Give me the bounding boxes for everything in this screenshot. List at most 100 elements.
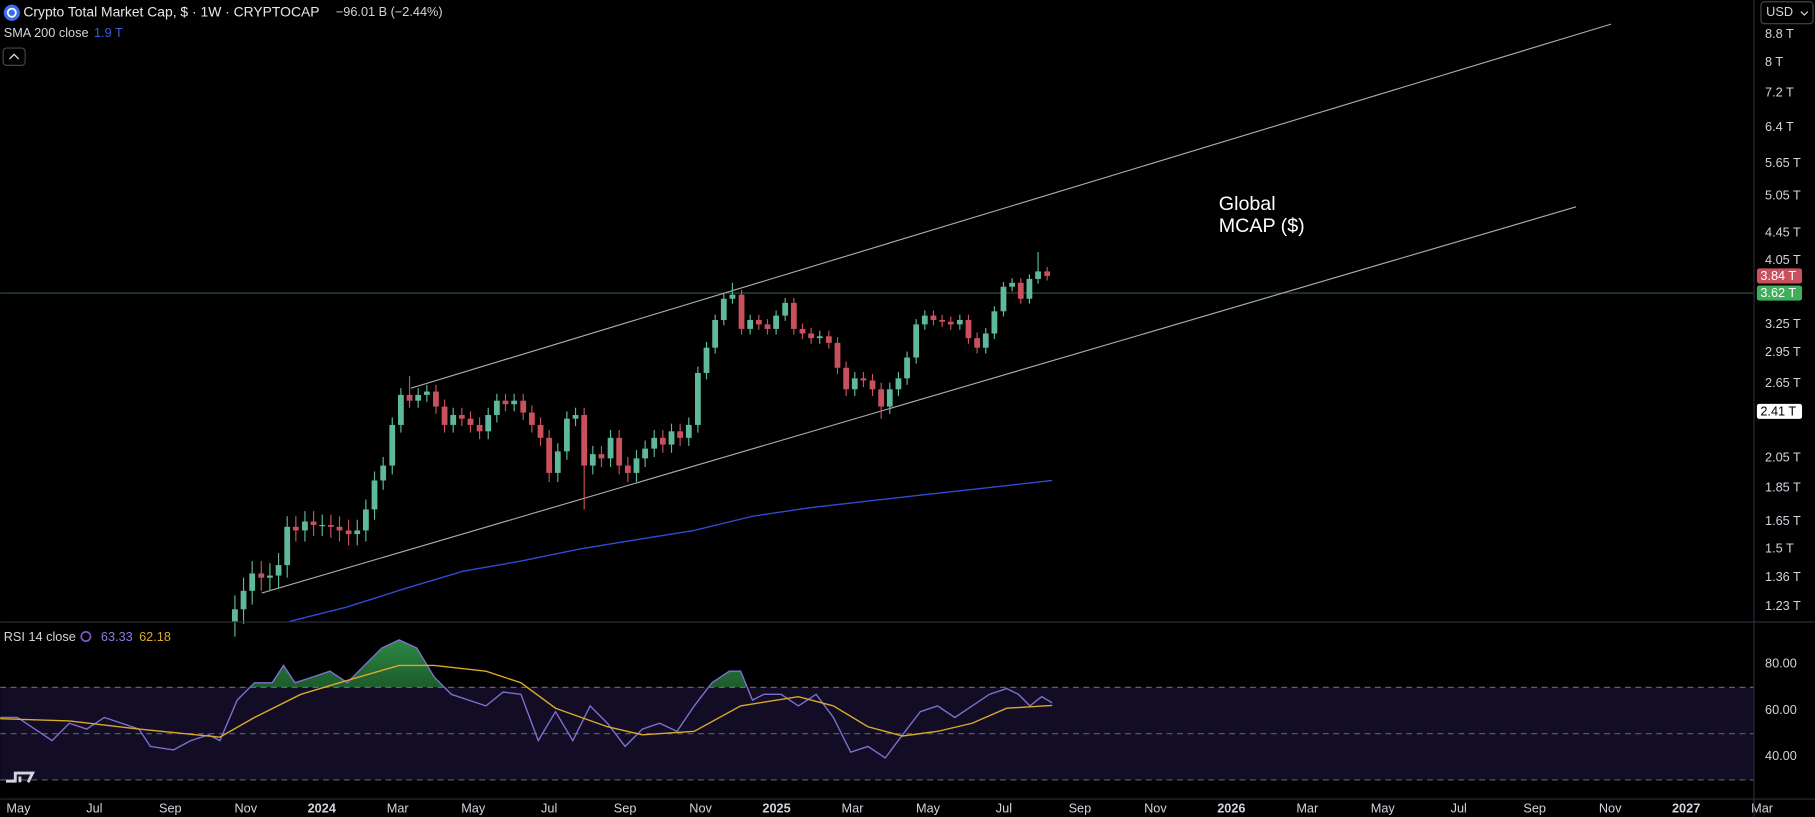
y-tick-label: 6.4 T <box>1765 119 1794 134</box>
candle-body <box>572 414 579 419</box>
candle-body <box>336 526 343 531</box>
price-tag <box>1756 285 1803 301</box>
x-tick-label: Nov <box>1599 800 1622 815</box>
x-tick-label: Sep <box>1523 800 1546 815</box>
candle-body <box>982 333 989 348</box>
candle-body <box>921 315 928 325</box>
rsi-title[interactable]: RSI 14 close <box>4 629 76 644</box>
candle-body <box>389 424 396 466</box>
candle-body <box>624 465 631 473</box>
candle-body <box>607 437 614 459</box>
candle-body <box>476 424 483 432</box>
candle-body <box>729 294 736 299</box>
candle-body <box>642 448 649 459</box>
candle-body <box>790 302 797 329</box>
chart-title[interactable]: Crypto Total Market Cap, $ · 1W · CRYPTO… <box>23 3 319 19</box>
candle-body <box>895 378 902 390</box>
candle-body <box>991 311 998 334</box>
candle-body <box>712 319 719 348</box>
candle-body <box>799 328 806 334</box>
y-tick-label: 4.05 T <box>1765 252 1801 267</box>
candle-body <box>415 394 422 401</box>
x-tick-label: Jul <box>541 800 557 815</box>
candle-body <box>345 530 352 535</box>
price-tag <box>1756 268 1803 284</box>
x-tick-label: Sep <box>159 800 182 815</box>
y-tick-label: 5.05 T <box>1765 188 1801 203</box>
candle-body <box>677 431 684 438</box>
rsi-ma-value: 62.18 <box>139 629 171 644</box>
candle-body <box>904 357 910 379</box>
trendline <box>261 206 1577 594</box>
candle-body <box>398 394 404 425</box>
candle-body <box>458 414 465 419</box>
candle-body <box>249 573 256 591</box>
candle-body <box>947 321 954 325</box>
candle-body <box>930 315 937 320</box>
y-tick-label: 7.2 T <box>1765 85 1794 100</box>
symbol-logo <box>3 4 20 21</box>
candle-body <box>371 480 378 510</box>
candle-body <box>685 424 692 438</box>
currency-label: USD <box>1766 4 1793 19</box>
indicator-name[interactable]: SMA 200 close <box>4 25 89 40</box>
price-change: −96.01 B (−2.44%) <box>336 4 443 19</box>
candle-body <box>651 437 658 449</box>
candle-body <box>467 418 474 425</box>
y-tick-label: 1.23 T <box>1765 598 1801 613</box>
annotation-line[interactable]: Global <box>1219 193 1276 215</box>
candle-body <box>284 526 291 566</box>
candle-body <box>878 389 885 407</box>
x-tick-label: Nov <box>689 800 712 815</box>
x-tick-label: May <box>6 800 31 815</box>
sma-line <box>289 479 1053 623</box>
candle-body <box>913 324 920 358</box>
candle-body <box>886 389 893 407</box>
plot-layer: 8.8 T 8 T 7.2 T 6.4 T 5.65 T 5.05 T 4.45 T 4.05… <box>0 23 1803 815</box>
candle-body <box>1026 278 1033 299</box>
candle-body <box>816 336 823 339</box>
candle-body <box>703 347 710 373</box>
candle-body <box>825 336 832 343</box>
candle-body <box>659 437 666 445</box>
y-tick-label: 40.00 <box>1765 748 1797 763</box>
candle-body <box>267 575 273 578</box>
candle-body <box>354 530 361 535</box>
candle-body <box>528 412 535 425</box>
price-tag-label: 3.84 T <box>1760 268 1796 283</box>
x-tick-label: Jul <box>1451 800 1467 815</box>
candle-body <box>869 380 876 390</box>
candle-body <box>764 324 771 329</box>
x-tick-label: Nov <box>235 800 258 815</box>
candle-body <box>1035 271 1041 279</box>
price-tag-label: 3.62 T <box>1760 285 1796 300</box>
candle-body <box>581 414 588 466</box>
brand-logo <box>6 771 35 783</box>
candle-body <box>738 294 745 329</box>
x-tick-label: Jul <box>996 800 1012 815</box>
y-tick-label: 1.36 T <box>1765 569 1801 584</box>
annotation-line[interactable]: MCAP ($) <box>1219 215 1305 237</box>
x-tick-label: May <box>461 800 486 815</box>
candle-body <box>616 437 623 466</box>
x-tick-label: Sep <box>1069 800 1092 815</box>
candle-body <box>974 338 981 348</box>
candle-body <box>232 609 238 622</box>
y-tick-label: 5.65 T <box>1765 155 1801 170</box>
candle-body <box>747 319 754 329</box>
collapse-button[interactable] <box>2 47 26 66</box>
candle-body <box>860 378 867 381</box>
candle-body <box>511 400 518 405</box>
candle-body <box>1017 282 1024 299</box>
y-tick-label: 60.00 <box>1765 702 1797 717</box>
candle-body <box>773 315 779 329</box>
x-tick-label: Sep <box>614 800 637 815</box>
y-tick-label: 8.8 T <box>1765 26 1794 41</box>
candle-body <box>694 372 701 425</box>
x-tick-label: 2024 <box>308 800 336 815</box>
candle-body <box>258 573 265 578</box>
currency-button[interactable] <box>1760 1 1814 25</box>
candle-body <box>939 319 945 322</box>
indicator-value: 1.9 T <box>94 25 123 40</box>
